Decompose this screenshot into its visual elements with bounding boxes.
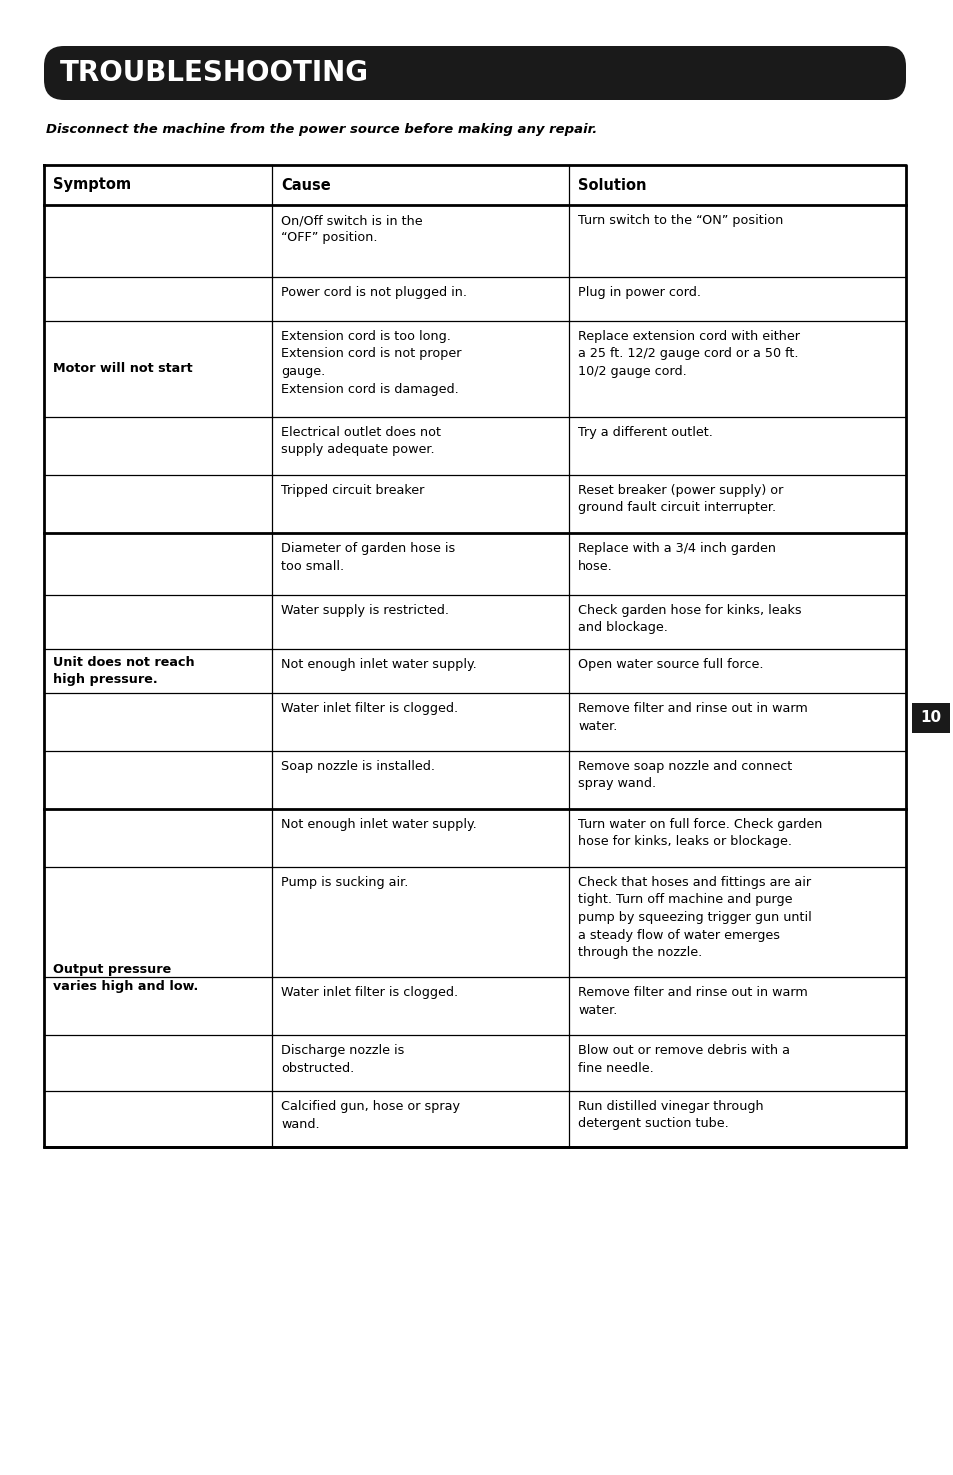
Text: Tripped circuit breaker: Tripped circuit breaker (281, 484, 424, 497)
Text: Water supply is restricted.: Water supply is restricted. (281, 603, 449, 617)
Text: Turn water on full force. Check garden
hose for kinks, leaks or blockage.: Turn water on full force. Check garden h… (578, 819, 821, 848)
Text: Check that hoses and fittings are air
tight. Turn off machine and purge
pump by : Check that hoses and fittings are air ti… (578, 876, 811, 959)
Text: Power cord is not plugged in.: Power cord is not plugged in. (281, 286, 467, 299)
Text: Reset breaker (power supply) or
ground fault circuit interrupter.: Reset breaker (power supply) or ground f… (578, 484, 782, 515)
Text: Water inlet filter is clogged.: Water inlet filter is clogged. (281, 702, 457, 715)
Text: Try a different outlet.: Try a different outlet. (578, 426, 712, 440)
Text: Check garden hose for kinks, leaks
and blockage.: Check garden hose for kinks, leaks and b… (578, 603, 801, 634)
Text: Calcified gun, hose or spray
wand.: Calcified gun, hose or spray wand. (281, 1100, 459, 1130)
Text: Cause: Cause (281, 177, 331, 193)
Text: Replace with a 3/4 inch garden
hose.: Replace with a 3/4 inch garden hose. (578, 541, 775, 572)
Text: Not enough inlet water supply.: Not enough inlet water supply. (281, 819, 476, 830)
Text: Extension cord is too long.
Extension cord is not proper
gauge.
Extension cord i: Extension cord is too long. Extension co… (281, 330, 461, 395)
Text: 10: 10 (920, 711, 941, 726)
Text: Replace extension cord with either
a 25 ft. 12/2 gauge cord or a 50 ft.
10/2 gau: Replace extension cord with either a 25 … (578, 330, 800, 378)
Text: Remove soap nozzle and connect
spray wand.: Remove soap nozzle and connect spray wan… (578, 760, 791, 791)
Text: Remove filter and rinse out in warm
water.: Remove filter and rinse out in warm wate… (578, 702, 807, 733)
Text: Soap nozzle is installed.: Soap nozzle is installed. (281, 760, 435, 773)
Text: Turn switch to the “ON” position: Turn switch to the “ON” position (578, 214, 782, 227)
Text: Run distilled vinegar through
detergent suction tube.: Run distilled vinegar through detergent … (578, 1100, 762, 1130)
Text: Remove filter and rinse out in warm
water.: Remove filter and rinse out in warm wate… (578, 985, 807, 1016)
Text: Open water source full force.: Open water source full force. (578, 658, 762, 671)
Text: TROUBLESHOOTING: TROUBLESHOOTING (60, 59, 369, 87)
Text: Diameter of garden hose is
too small.: Diameter of garden hose is too small. (281, 541, 455, 572)
Text: Output pressure
varies high and low.: Output pressure varies high and low. (53, 963, 198, 993)
Text: Discharge nozzle is
obstructed.: Discharge nozzle is obstructed. (281, 1044, 404, 1074)
Bar (911, 704, 949, 733)
Text: Water inlet filter is clogged.: Water inlet filter is clogged. (281, 985, 457, 999)
Text: On/Off switch is in the
“OFF” position.: On/Off switch is in the “OFF” position. (281, 214, 422, 245)
Text: Electrical outlet does not
supply adequate power.: Electrical outlet does not supply adequa… (281, 426, 440, 456)
Text: Disconnect the machine from the power source before making any repair.: Disconnect the machine from the power so… (46, 122, 597, 136)
Text: Symptom: Symptom (53, 177, 131, 193)
Text: Motor will not start: Motor will not start (53, 363, 193, 376)
Text: Solution: Solution (578, 177, 646, 193)
Text: Not enough inlet water supply.: Not enough inlet water supply. (281, 658, 476, 671)
Text: Blow out or remove debris with a
fine needle.: Blow out or remove debris with a fine ne… (578, 1044, 789, 1074)
Text: Pump is sucking air.: Pump is sucking air. (281, 876, 408, 889)
Text: Unit does not reach
high pressure.: Unit does not reach high pressure. (53, 656, 194, 686)
Text: Plug in power cord.: Plug in power cord. (578, 286, 700, 299)
FancyBboxPatch shape (44, 46, 905, 100)
